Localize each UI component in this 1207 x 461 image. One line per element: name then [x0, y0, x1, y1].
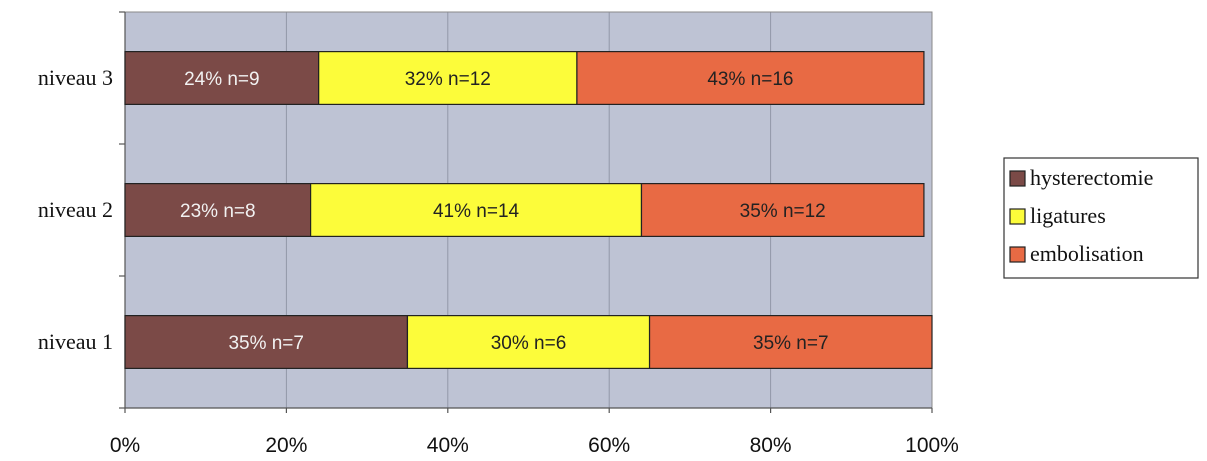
- legend-label: hysterectomie: [1030, 165, 1153, 190]
- data-label: 30% n=6: [491, 333, 567, 354]
- data-label: 24% n=9: [184, 69, 260, 90]
- data-label: 23% n=8: [180, 201, 256, 222]
- legend-swatch: [1009, 246, 1026, 263]
- legend-label: ligatures: [1030, 203, 1106, 228]
- legend-box: [1003, 157, 1199, 279]
- data-label: 43% n=16: [707, 69, 793, 90]
- bars: 35% n=7 30% n=6 35% n=7 23% n=8 41% n=14 35% …: [124, 50, 933, 370]
- data-label: 32% n=12: [405, 69, 491, 90]
- bar-segment-embolisation: [648, 315, 933, 370]
- x-tick-label: 100%: [905, 434, 959, 457]
- x-tick-label: 60%: [588, 434, 630, 457]
- y-axis: niveau 1 niveau 2 niveau 3: [38, 11, 126, 409]
- bar-segment-ligatures: [406, 315, 651, 370]
- legend-swatch: [1009, 170, 1026, 187]
- legend-label: embolisation: [1030, 241, 1144, 266]
- data-label: 35% n=7: [228, 333, 304, 354]
- category-label: niveau 1: [38, 329, 113, 354]
- bar-segment-embolisation: [640, 183, 925, 238]
- bar-segment-hysterectomie: [124, 50, 320, 105]
- x-tick-label: 40%: [427, 434, 469, 457]
- data-label: 35% n=12: [740, 201, 826, 222]
- bar-segment-hysterectomie: [124, 183, 312, 238]
- legend: hysterectomie ligatures embolisation: [1003, 157, 1199, 279]
- data-label: 41% n=14: [433, 201, 520, 222]
- legend-swatch: [1009, 208, 1026, 225]
- bar-segment-ligatures: [310, 183, 643, 238]
- category-label: niveau 2: [38, 197, 113, 222]
- x-axis-ticks: 0% 20% 40% 60% 80% 100%: [110, 407, 959, 457]
- data-label: 35% n=7: [753, 333, 829, 354]
- x-tick-label: 80%: [750, 434, 792, 457]
- category-label: niveau 3: [38, 65, 113, 90]
- bar-segment-ligatures: [318, 50, 578, 105]
- x-tick-label: 20%: [265, 434, 307, 457]
- bar-segment-embolisation: [576, 50, 925, 105]
- bar-segment-hysterectomie: [124, 315, 409, 370]
- x-tick-label: 0%: [110, 434, 140, 457]
